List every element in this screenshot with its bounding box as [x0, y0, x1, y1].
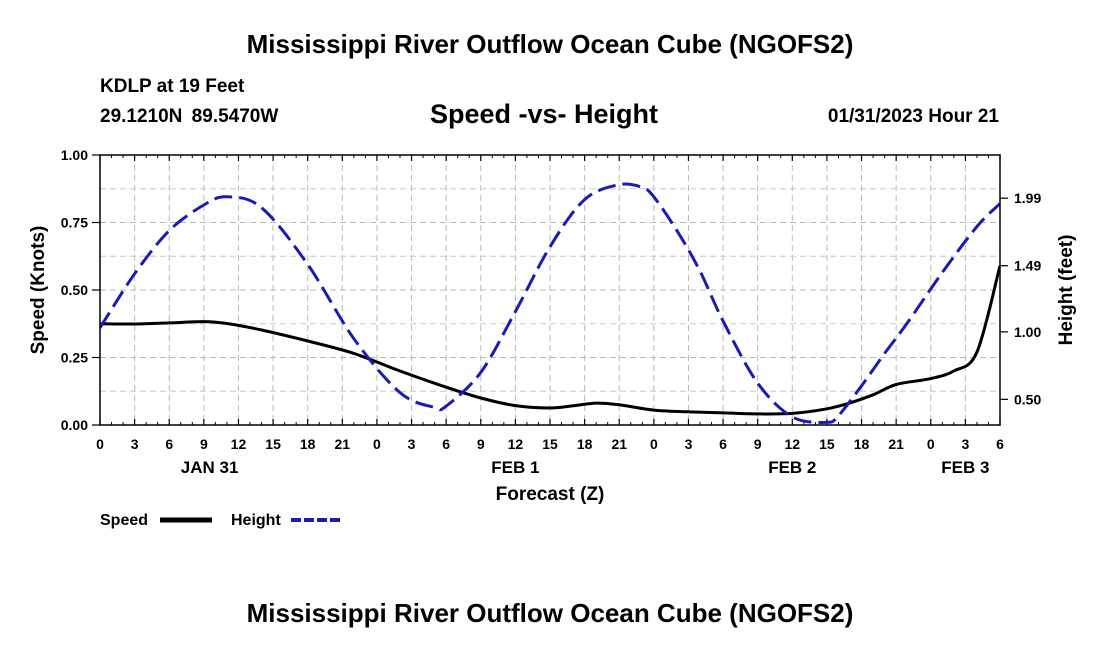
- x-axis-title: Forecast (Z): [496, 484, 605, 505]
- x-tick-label: 12: [231, 436, 247, 452]
- x-tick-label: 9: [200, 436, 208, 452]
- x-tick-label: 21: [611, 436, 627, 452]
- legend-height-label: Height: [231, 512, 281, 529]
- x-tick-label: 0: [927, 436, 935, 452]
- y2-axis-title: Height (feet): [1056, 235, 1077, 346]
- x-tick-label: 0: [650, 436, 658, 452]
- x-date-label: FEB 1: [491, 458, 539, 477]
- x-tick-label: 9: [477, 436, 485, 452]
- grid: [100, 155, 1000, 425]
- speed-series-line: [100, 265, 1000, 416]
- y-tick-label: 0.25: [61, 350, 88, 366]
- x-tick-label: 6: [165, 436, 173, 452]
- height-series-line: [100, 182, 1000, 424]
- lat-lon-label: 29.1210N 89.5470W: [100, 106, 279, 127]
- y-axis-title: Speed (Knots): [28, 226, 49, 355]
- plot-frame: [99, 154, 1001, 426]
- footer-title: Mississippi River Outflow Ocean Cube (NG…: [246, 598, 854, 628]
- x-tick-label: 9: [754, 436, 762, 452]
- x-tick-label: 15: [542, 436, 558, 452]
- y2-tick-label: 1.00: [1014, 324, 1041, 340]
- station-label: KDLP at 19 Feet: [100, 76, 245, 97]
- x-tick-label: 15: [265, 436, 281, 452]
- y-tick-label: 0.75: [61, 215, 88, 231]
- chart-subtitle: Speed -vs- Height: [430, 99, 659, 129]
- y-tick-label: 1.00: [61, 147, 88, 163]
- y2-tick-label: 1.49: [1014, 258, 1041, 274]
- y2-tick-label: 1.99: [1014, 190, 1041, 206]
- x-tick-label: 21: [335, 436, 351, 452]
- x-tick-label: 6: [442, 436, 450, 452]
- x-date-label: JAN 31: [181, 458, 239, 477]
- x-tick-label: 6: [719, 436, 727, 452]
- x-tick-label: 12: [508, 436, 524, 452]
- y-tick-label: 0.50: [61, 282, 88, 298]
- y-tick-label: 0.00: [61, 417, 88, 433]
- x-tick-label: 18: [854, 436, 870, 452]
- x-tick-label: 3: [408, 436, 416, 452]
- y2-tick-label: 0.50: [1014, 391, 1041, 407]
- x-tick-label: 0: [373, 436, 381, 452]
- x-tick-label: 12: [785, 436, 801, 452]
- x-date-label: FEB 2: [768, 458, 816, 477]
- x-tick-label: 18: [300, 436, 316, 452]
- x-tick-label: 3: [961, 436, 969, 452]
- forecast-datetime: 01/31/2023 Hour 21: [827, 106, 999, 127]
- x-tick-label: 15: [819, 436, 835, 452]
- series-lines: [100, 182, 1000, 424]
- x-tick-label: 21: [888, 436, 904, 452]
- x-date-label: FEB 3: [941, 458, 989, 477]
- x-tick-label: 3: [685, 436, 693, 452]
- x-tick-label: 18: [577, 436, 593, 452]
- x-tick-label: 3: [131, 436, 139, 452]
- legend: Speed Height: [100, 512, 343, 529]
- x-tick-label: 6: [996, 436, 1004, 452]
- axis-labels: 0 3 6 9 12 15 18 21 0 3 6 9 12 15 18 21 0 3 6 9 12 15 18 21 0 3 6 0…: [61, 147, 1042, 477]
- legend-speed-label: Speed: [100, 512, 148, 529]
- x-tick-label: 0: [96, 436, 104, 452]
- chart-title: Mississippi River Outflow Ocean Cube (NG…: [246, 29, 854, 59]
